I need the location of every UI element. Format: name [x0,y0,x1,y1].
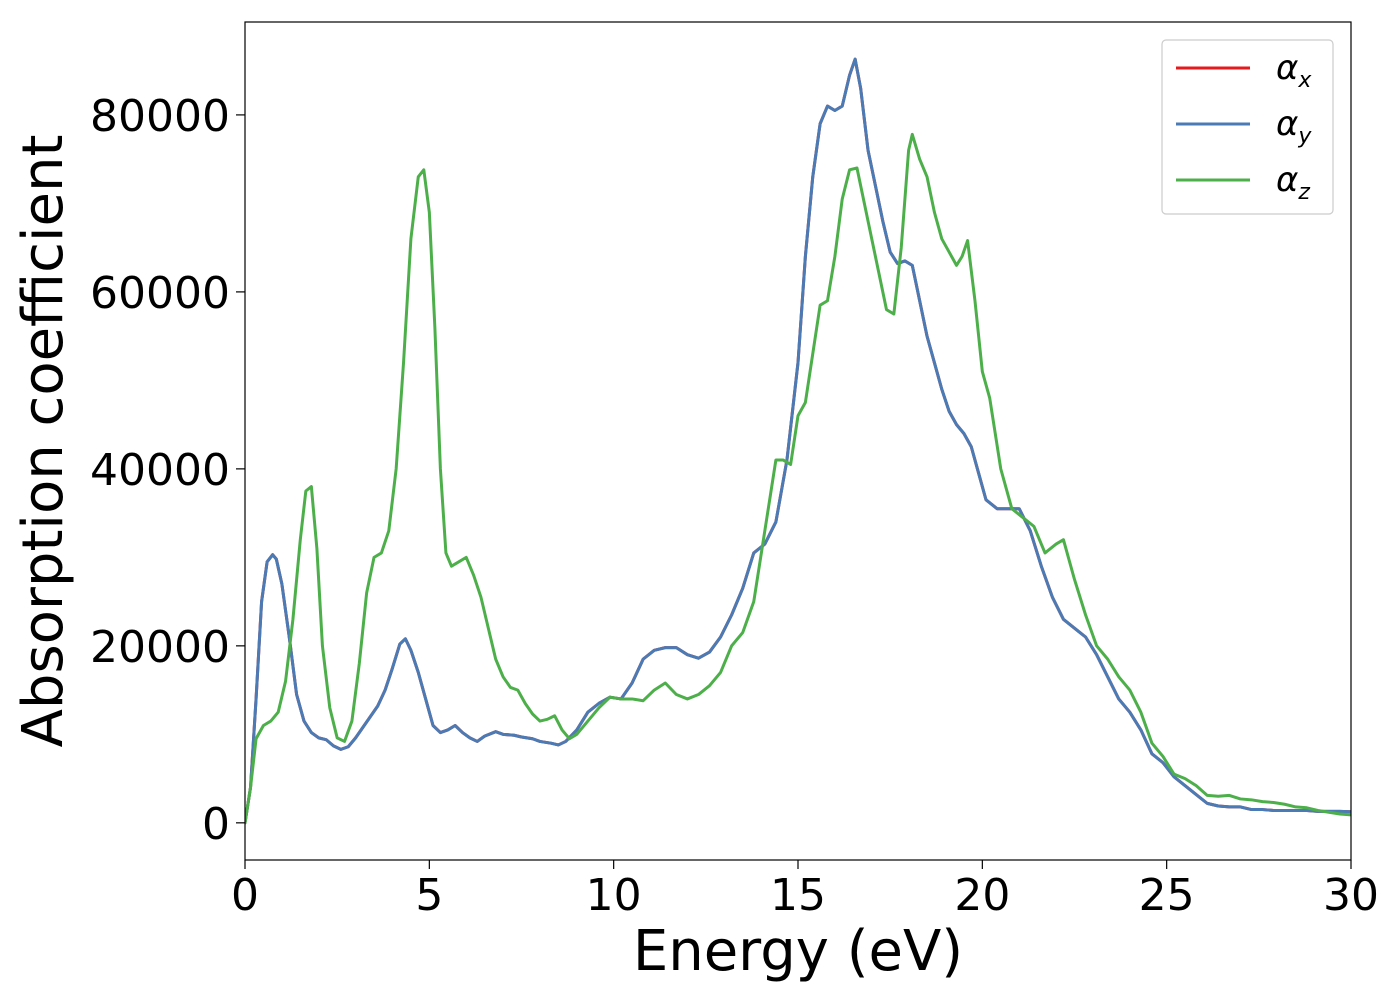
x-tick-label: 15 [770,870,826,921]
series-line-alpha_y [245,57,1351,825]
x-tick-label: 0 [231,870,259,921]
x-tick-label: 5 [415,870,443,921]
x-tick-label: 10 [586,870,642,921]
series-line-alpha_z [245,132,1351,825]
legend-symbol: α [1276,160,1298,200]
legend-box [1161,39,1334,215]
x-axis-ticks: 0 5 10 15 20 25 30 [231,860,1379,921]
x-tick-label: 20 [954,870,1010,921]
y-axis-label: Absorption coefficient [11,135,76,748]
x-tick-label: 25 [1139,870,1195,921]
legend-label: αz [1276,160,1310,205]
legend-subscript: y [1297,124,1312,149]
x-axis-label: Energy (eV) [633,919,963,984]
series-layer [245,57,1351,825]
x-tick-label: 30 [1323,870,1379,921]
y-tick-label: 0 [202,799,230,850]
legend-label: αy [1276,104,1312,149]
legend-symbol: α [1276,104,1298,144]
y-tick-label: 60000 [90,268,230,319]
y-tick-label: 80000 [90,91,230,142]
legend-subscript: z [1297,180,1310,205]
y-tick-label: 40000 [90,445,230,496]
legend-label: αx [1276,48,1312,93]
y-axis-ticks: 0 20000 40000 60000 80000 [90,91,245,850]
legend-subscript: x [1297,68,1312,93]
legend-symbol: α [1276,48,1298,88]
y-tick-label: 20000 [90,622,230,673]
